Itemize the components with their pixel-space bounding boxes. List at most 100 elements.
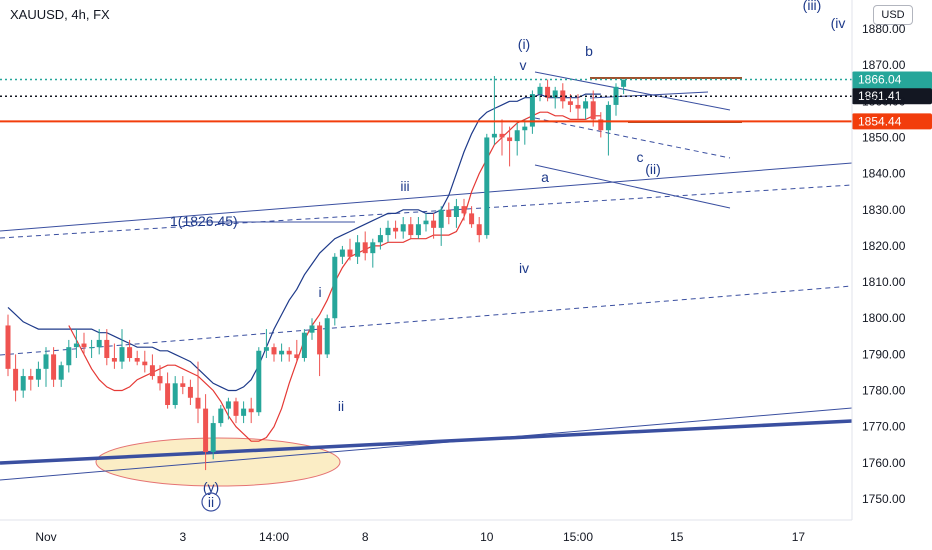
chart-title: XAUUSD, 4h, FX bbox=[10, 7, 110, 22]
wave-label: (y) bbox=[203, 479, 219, 495]
candle bbox=[35, 361, 41, 387]
candle-body bbox=[195, 397, 201, 409]
candle-body bbox=[347, 249, 353, 257]
candle-body bbox=[66, 347, 72, 366]
candle bbox=[127, 339, 133, 362]
channel-dashed-line-lower bbox=[0, 285, 853, 356]
candle bbox=[484, 133, 490, 239]
price-tag-1 bbox=[852, 88, 932, 105]
candle-body bbox=[400, 224, 406, 232]
wave-label: ii bbox=[338, 398, 344, 414]
candle bbox=[13, 354, 19, 402]
candle-body bbox=[621, 79, 627, 87]
wedge-dashed-line bbox=[534, 117, 731, 159]
candle-body bbox=[119, 347, 125, 362]
wave-label: (iii) bbox=[803, 0, 822, 13]
candle bbox=[66, 339, 72, 373]
candle bbox=[362, 231, 368, 261]
candle bbox=[271, 343, 277, 362]
y-tick-label: 1840.00 bbox=[862, 167, 906, 181]
wave-label: ii bbox=[208, 494, 214, 510]
candle-body bbox=[35, 368, 41, 380]
candle-body bbox=[172, 383, 178, 405]
candle-body bbox=[575, 104, 581, 109]
candle bbox=[545, 79, 551, 102]
candle bbox=[51, 347, 57, 387]
candle-body bbox=[339, 249, 345, 257]
y-tick-label: 1850.00 bbox=[862, 130, 906, 144]
candle bbox=[377, 227, 383, 250]
candle-body bbox=[522, 126, 528, 131]
y-tick-label: 1780.00 bbox=[862, 384, 906, 398]
candle bbox=[104, 329, 110, 366]
candle bbox=[560, 83, 566, 109]
candle bbox=[157, 365, 163, 391]
candle bbox=[499, 119, 505, 156]
candle bbox=[218, 405, 224, 427]
candle bbox=[598, 112, 604, 138]
candle bbox=[225, 397, 231, 420]
candle-body bbox=[89, 347, 95, 349]
candle-body bbox=[560, 90, 566, 102]
candle-body bbox=[81, 343, 87, 348]
candle-body bbox=[20, 376, 26, 391]
currency-button[interactable]: USD bbox=[873, 5, 913, 25]
candle-body bbox=[286, 350, 292, 355]
candle-body bbox=[415, 224, 421, 236]
candle-body bbox=[142, 361, 148, 366]
candle-body bbox=[529, 94, 535, 127]
candle bbox=[324, 314, 330, 358]
candle-body bbox=[43, 354, 49, 369]
candle bbox=[415, 217, 421, 239]
candle bbox=[476, 217, 482, 243]
candle-body bbox=[453, 206, 459, 217]
candle-body bbox=[225, 401, 231, 409]
channel-dashed-line-upper bbox=[0, 184, 853, 239]
candle-body bbox=[28, 376, 34, 380]
candle bbox=[301, 329, 307, 362]
candle-body bbox=[241, 408, 247, 416]
candle-body bbox=[431, 220, 437, 228]
candle-body bbox=[187, 386, 193, 398]
x-tick-label: 10 bbox=[480, 530, 494, 544]
candle bbox=[522, 119, 528, 145]
x-tick-label: 15:00 bbox=[563, 530, 593, 544]
candle bbox=[317, 321, 323, 377]
candle-body bbox=[218, 408, 224, 424]
candle-body bbox=[279, 350, 285, 355]
candle-body bbox=[476, 224, 482, 236]
price-tag-2 bbox=[852, 113, 932, 130]
candle bbox=[605, 101, 611, 156]
candle-body bbox=[605, 104, 611, 131]
candle-body bbox=[51, 354, 57, 380]
x-tick-label: 17 bbox=[792, 530, 806, 544]
candle-body bbox=[13, 368, 19, 391]
candle bbox=[469, 206, 475, 228]
y-tick-label: 1760.00 bbox=[862, 456, 906, 470]
candle-body bbox=[58, 365, 64, 380]
candle bbox=[263, 329, 269, 358]
candle-body bbox=[598, 119, 604, 131]
wave-label: (i) bbox=[518, 36, 530, 52]
candle-body bbox=[408, 224, 414, 236]
y-tick-label: 1790.00 bbox=[862, 347, 906, 361]
wave-label: c bbox=[637, 149, 644, 165]
candle bbox=[165, 372, 171, 409]
candle-body bbox=[377, 235, 383, 243]
wave-label: a bbox=[541, 169, 549, 185]
candle bbox=[385, 220, 391, 243]
candle-body bbox=[567, 101, 573, 105]
y-tick-label: 1860.00 bbox=[862, 94, 906, 108]
candle bbox=[347, 238, 353, 261]
candle-body bbox=[127, 347, 133, 358]
wedge-line-mid bbox=[589, 91, 709, 99]
wave-label: iii bbox=[400, 178, 409, 194]
candle-body bbox=[514, 130, 520, 142]
candle-body bbox=[537, 86, 543, 95]
candle-body bbox=[332, 256, 338, 319]
candle bbox=[355, 235, 361, 264]
y-tick-label: 1800.00 bbox=[862, 311, 906, 325]
candle bbox=[408, 217, 414, 239]
candle-body bbox=[469, 213, 475, 225]
